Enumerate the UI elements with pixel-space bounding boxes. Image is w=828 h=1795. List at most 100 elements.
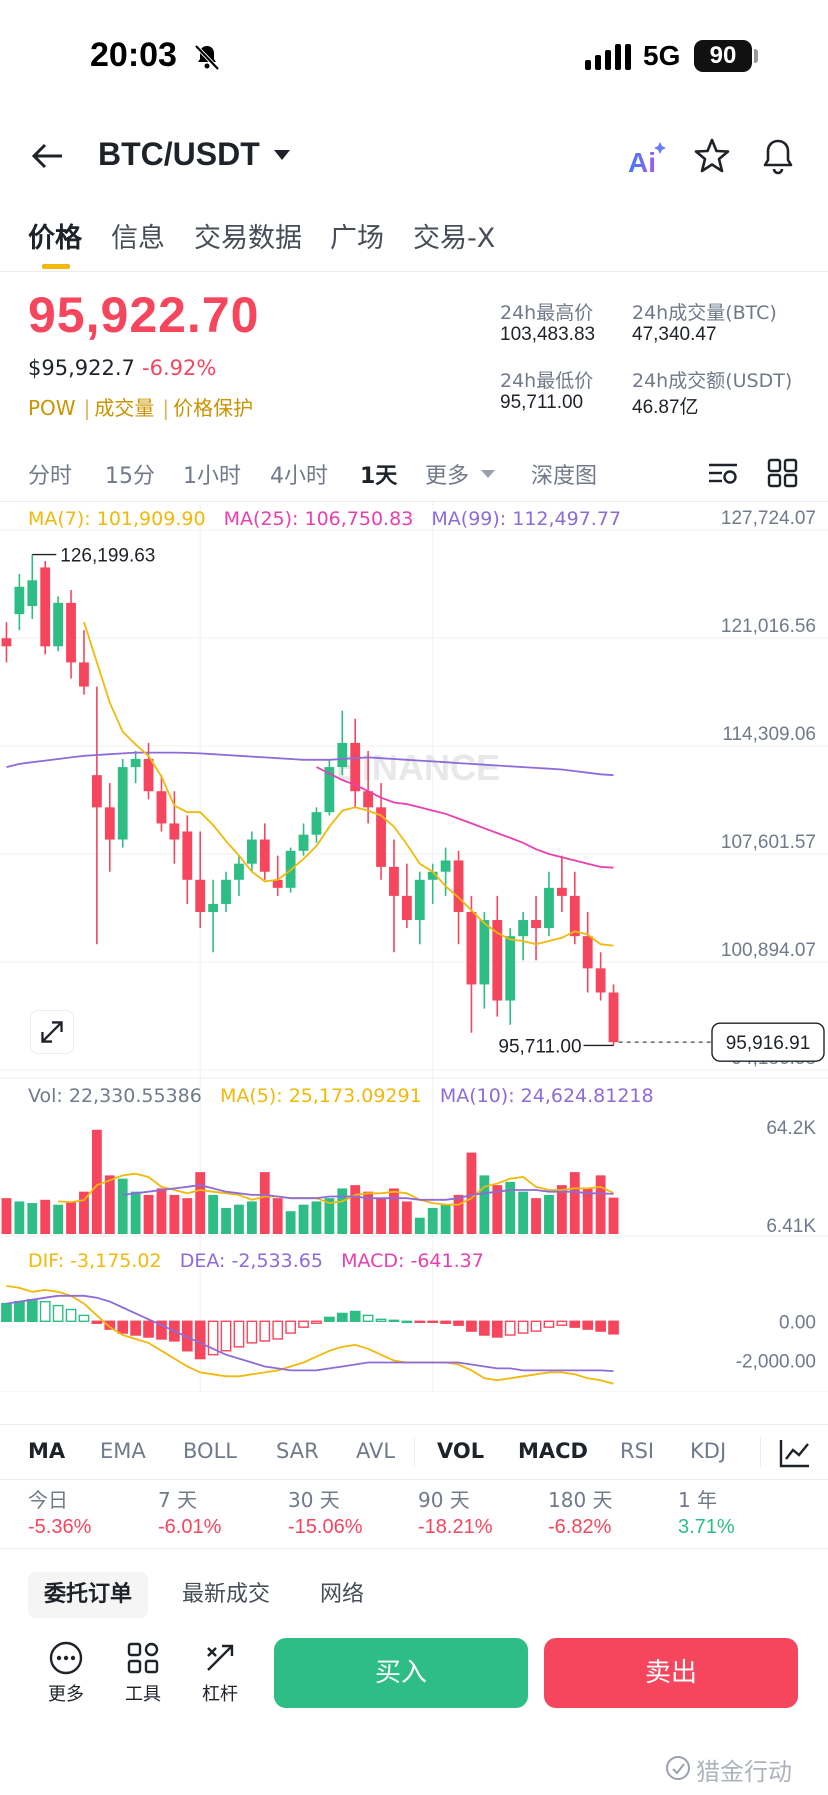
perf-label-30d: 30 天 — [288, 1488, 340, 1512]
favorite-star-icon[interactable] — [692, 136, 732, 176]
back-arrow-icon[interactable] — [30, 138, 66, 174]
volume-bar — [143, 1194, 154, 1234]
tag-volume[interactable]: 成交量 — [94, 396, 155, 420]
candle-body — [608, 992, 619, 1043]
volume-bar — [285, 1211, 296, 1234]
tab-latest-trades[interactable]: 最新成交 — [182, 1582, 271, 1607]
indicator-macd[interactable]: MACD — [518, 1439, 588, 1463]
battery-level: 90 — [694, 40, 752, 72]
indicator-settings-icon[interactable] — [778, 1437, 812, 1469]
volume-bar — [79, 1191, 89, 1234]
tab-open-orders[interactable]: 委托订单 — [28, 1572, 149, 1618]
volume-bar — [531, 1198, 541, 1234]
interval-timeline[interactable]: 分时 — [28, 464, 73, 489]
price-change: -6.92% — [142, 356, 217, 380]
dea-legend: DEA: -2,533.65 — [179, 1250, 323, 1272]
perf-value-30d: -15.06% — [288, 1516, 363, 1538]
kline-chart[interactable]: BINANCE 127,724.07 121,016.56 114,309.06 107… — [0, 502, 828, 1392]
macd-histogram-bar — [259, 1320, 271, 1342]
macd-histogram-bar — [78, 1314, 90, 1322]
tag-price-protection[interactable]: 价格保护 — [173, 396, 254, 420]
indicator-sar[interactable]: SAR — [276, 1439, 319, 1463]
macd-histogram-bar — [427, 1320, 439, 1323]
volume-value-legend: Vol: 22,330.55386 — [28, 1085, 202, 1107]
ai-assistant-icon[interactable]: Ai — [626, 140, 666, 176]
more-action[interactable]: 更多 — [36, 1640, 96, 1706]
macd-histogram-bar — [194, 1320, 206, 1360]
y-axis-tick-label: 107,601.57 — [721, 832, 816, 853]
interval-1h[interactable]: 1小时 — [183, 464, 241, 489]
indicator-vol[interactable]: VOL — [437, 1439, 485, 1463]
tab-info[interactable]: 信息 — [111, 223, 165, 254]
buy-button[interactable]: 买入 — [274, 1638, 528, 1708]
caret-down-icon[interactable] — [274, 150, 290, 160]
volume-ma5-legend: MA(5): 25,173.09291 — [219, 1085, 422, 1107]
tab-price[interactable]: 价格 — [28, 223, 82, 254]
indicator-avl[interactable]: AVL — [356, 1439, 396, 1463]
indicator-kdj[interactable]: KDJ — [690, 1439, 727, 1463]
indicator-ma[interactable]: MA — [28, 1439, 66, 1463]
leverage-action[interactable]: 杠杆 — [190, 1640, 250, 1706]
candle-body — [79, 662, 89, 687]
interval-15m[interactable]: 15分 — [105, 464, 155, 489]
macd-histogram-bar — [156, 1320, 167, 1340]
perf-value-today: -5.36% — [28, 1516, 92, 1538]
macd-histogram-bar — [453, 1320, 464, 1326]
volume-bar — [298, 1204, 309, 1234]
macd-histogram-bar — [324, 1316, 335, 1322]
macd-histogram-bar — [104, 1320, 116, 1330]
candle-body — [182, 831, 193, 880]
candle-body — [479, 920, 490, 985]
volume-bar — [556, 1185, 567, 1234]
sell-button[interactable]: 卖出 — [544, 1638, 798, 1708]
volume-btc-label: 24h成交量(BTC) — [632, 302, 777, 324]
tools-action[interactable]: 工具 — [113, 1640, 173, 1706]
tag-pow[interactable]: POW — [28, 396, 76, 420]
candle-body — [324, 767, 335, 813]
indicator-boll[interactable]: BOLL — [183, 1439, 237, 1463]
tab-network[interactable]: 网络 — [320, 1582, 365, 1607]
volume-bar — [246, 1201, 257, 1234]
interval-1d[interactable]: 1天 — [360, 464, 398, 489]
interval-more[interactable]: 更多 — [425, 464, 470, 489]
more-caret-icon[interactable] — [481, 470, 495, 478]
indicator-rsi[interactable]: RSI — [620, 1439, 655, 1463]
candle-body — [221, 879, 231, 904]
candle-body — [337, 742, 348, 768]
volume-usdt-label: 24h成交额(USDT) — [632, 370, 793, 392]
leverage-icon — [207, 1644, 234, 1671]
candle-body — [272, 879, 283, 888]
volume-ma5-line — [58, 1172, 614, 1206]
macd-histogram-bar — [117, 1320, 129, 1334]
macd-histogram-bar — [466, 1320, 477, 1332]
volume-bar — [544, 1194, 554, 1234]
volume-bar — [272, 1198, 283, 1234]
fullscreen-expand-icon[interactable] — [30, 1010, 74, 1054]
volume-bar — [337, 1188, 348, 1234]
network-type: 5G — [643, 40, 681, 71]
trading-pair-title[interactable]: BTC/USDT — [98, 136, 260, 172]
tab-square[interactable]: 广场 — [330, 223, 384, 254]
depth-chart-tab[interactable]: 深度图 — [531, 464, 598, 489]
macd-histogram-bar — [143, 1320, 154, 1338]
tab-trade-x[interactable]: 交易-X — [413, 223, 496, 254]
volume-bar — [234, 1204, 244, 1234]
layout-grid-icon[interactable] — [766, 458, 800, 488]
volume-bar — [582, 1188, 593, 1234]
divider — [0, 1548, 828, 1549]
candle-body — [466, 911, 477, 985]
volume-bar — [117, 1178, 128, 1234]
macd-histogram-bar — [65, 1308, 77, 1322]
indicator-ema[interactable]: EMA — [100, 1439, 146, 1463]
chart-settings-icon[interactable] — [706, 458, 740, 488]
indicator-divider — [414, 1437, 415, 1467]
ma-legend: MA(7): 101,909.90 MA(25): 106,750.83 MA(… — [28, 508, 621, 530]
alert-bell-icon[interactable] — [758, 136, 798, 176]
tab-trading-data[interactable]: 交易数据 — [194, 223, 302, 254]
candle-body — [208, 903, 219, 912]
interval-4h[interactable]: 4小时 — [270, 464, 328, 489]
battery-tip — [754, 49, 758, 63]
candle-body — [453, 860, 464, 912]
volume-bar — [492, 1185, 503, 1234]
volume-bar — [208, 1194, 219, 1234]
